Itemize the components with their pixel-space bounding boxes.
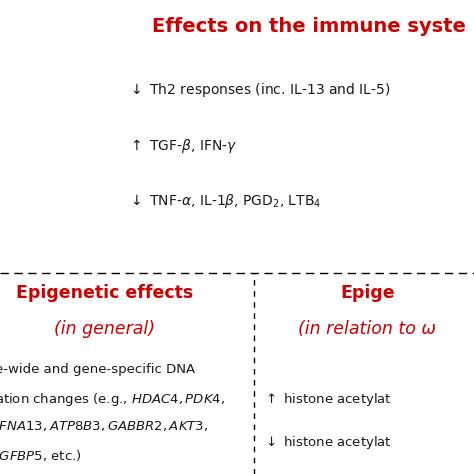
Text: $\uparrow$ histone acetylat: $\uparrow$ histone acetylat (263, 391, 392, 408)
Text: $\uparrow$ TGF-$\beta$, IFN-$\gamma$: $\uparrow$ TGF-$\beta$, IFN-$\gamma$ (128, 137, 237, 155)
Text: (in relation to ω: (in relation to ω (299, 320, 436, 338)
Text: $\downarrow$ TNF-$\alpha$, IL-1$\beta$, PGD$_2$, LTB$_4$: $\downarrow$ TNF-$\alpha$, IL-1$\beta$, … (128, 192, 321, 210)
Text: Epigenetic effects: Epigenetic effects (16, 284, 193, 302)
Text: $\it{IFNA13, ATP8B3, GABBR2, AKT3,}$: $\it{IFNA13, ATP8B3, GABBR2, AKT3,}$ (0, 419, 209, 434)
Text: $\it{IGFBP5}$, etc.): $\it{IGFBP5}$, etc.) (0, 448, 82, 463)
Text: ation changes (e.g., $\it{HDAC4, PDK4,}$: ation changes (e.g., $\it{HDAC4, PDK4,}$ (0, 391, 225, 408)
Text: $\downarrow$ Th2 responses (inc. IL-13 and IL-5): $\downarrow$ Th2 responses (inc. IL-13 a… (128, 81, 391, 99)
Text: Effects on the immune syste: Effects on the immune syste (152, 17, 465, 36)
Text: (in general): (in general) (54, 320, 155, 338)
Text: Epige: Epige (340, 284, 395, 302)
Text: e-wide and gene-specific DNA: e-wide and gene-specific DNA (0, 363, 195, 375)
Text: $\downarrow$ histone acetylat: $\downarrow$ histone acetylat (263, 434, 392, 451)
